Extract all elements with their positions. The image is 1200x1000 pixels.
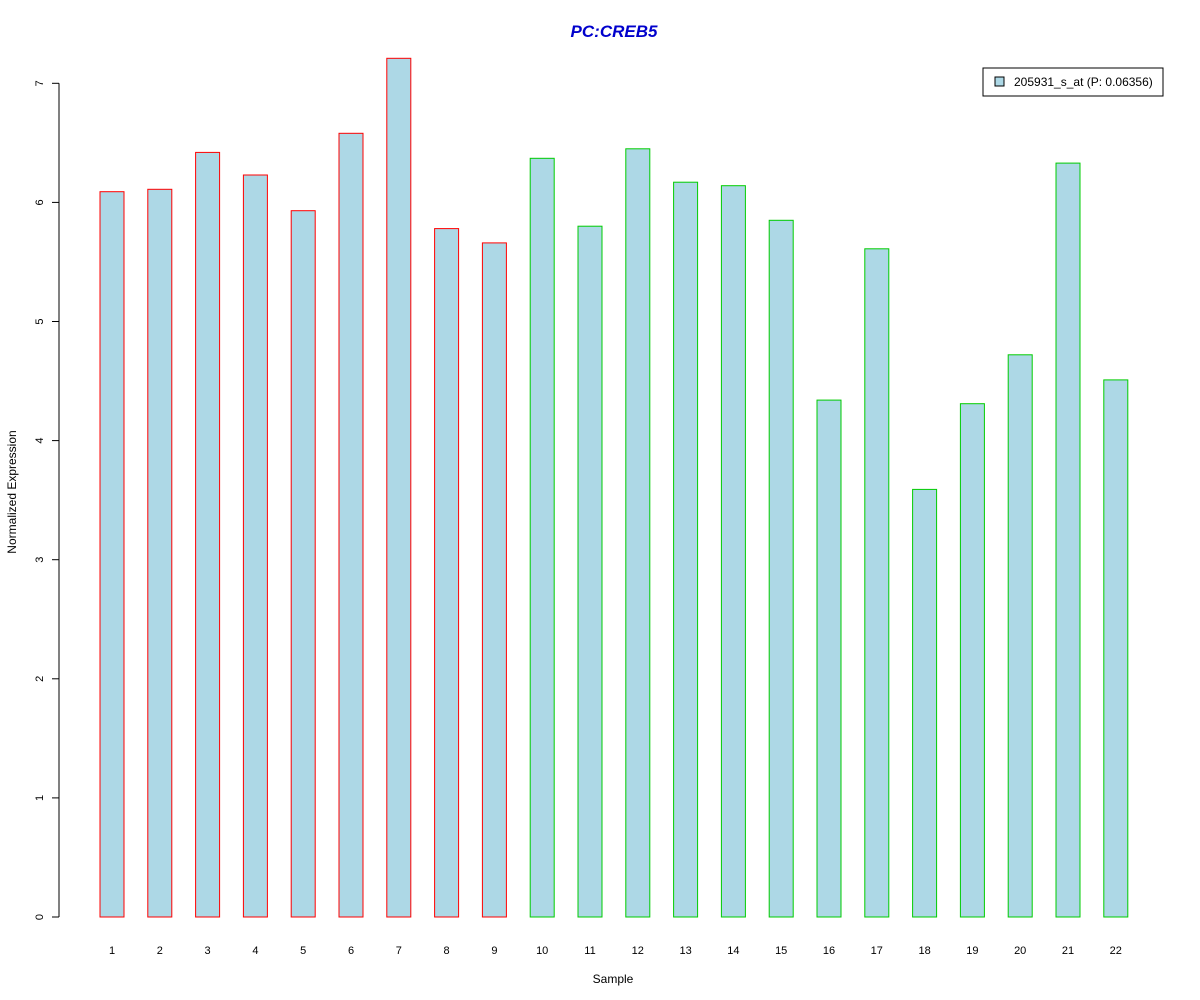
bars-group <box>99 57 1129 918</box>
x-tick-label: 7 <box>396 945 402 957</box>
bar-sample-9 <box>481 242 507 918</box>
x-tick-label: 8 <box>444 945 450 957</box>
bar-sample-12 <box>625 148 651 918</box>
bar-sample-21 <box>1055 162 1081 918</box>
x-tick-label: 2 <box>157 945 163 957</box>
bar-sample-5 <box>290 210 316 918</box>
legend: 205931_s_at (P: 0.06356) <box>982 67 1164 97</box>
bar-sample-15 <box>768 219 794 918</box>
x-tick-label: 9 <box>491 945 497 957</box>
legend-label: 205931_s_at (P: 0.06356) <box>1014 75 1153 89</box>
x-tick-label: 19 <box>966 945 978 957</box>
bar-sample-1 <box>99 191 125 918</box>
y-axis: 0 1 2 3 4 5 6 7 <box>34 80 60 920</box>
x-tick-label: 11 <box>584 945 595 957</box>
x-tick-label: 4 <box>252 945 258 957</box>
x-tick-label: 22 <box>1110 945 1122 957</box>
bar-sample-19 <box>959 403 985 918</box>
y-tick-label: 5 <box>34 318 46 324</box>
x-tick-label: 16 <box>823 945 835 957</box>
bar-sample-13 <box>673 181 699 918</box>
bar-sample-8 <box>434 228 460 918</box>
y-tick-label: 1 <box>34 795 46 801</box>
legend-box <box>982 67 1164 97</box>
bar-sample-4 <box>242 174 268 918</box>
y-tick-label: 7 <box>34 80 46 86</box>
legend-swatch <box>994 76 1005 87</box>
bar-sample-20 <box>1007 354 1033 918</box>
bar-sample-22 <box>1103 379 1129 918</box>
bar-sample-3 <box>195 151 221 918</box>
y-tick-label: 0 <box>34 914 46 920</box>
y-tick-label: 6 <box>34 199 46 205</box>
y-tick-label: 3 <box>34 557 46 563</box>
y-axis-title: Normalized Expression <box>5 430 19 553</box>
x-tick-label: 10 <box>536 945 548 957</box>
x-tick-label: 3 <box>205 945 211 957</box>
chart-title: PC:CREB5 <box>571 22 658 41</box>
x-tick-label: 21 <box>1062 945 1074 957</box>
x-tick-label: 20 <box>1014 945 1026 957</box>
bar-sample-10 <box>529 157 555 918</box>
bar-sample-11 <box>577 225 603 918</box>
bar-sample-7 <box>386 57 412 918</box>
x-tick-labels: 1 2 3 4 5 6 7 8 9 10 11 12 13 14 15 16 17 18 19 20 21 22 <box>109 945 1122 957</box>
x-tick-label: 12 <box>632 945 644 957</box>
x-tick-label: 5 <box>300 945 306 957</box>
x-tick-label: 15 <box>775 945 787 957</box>
x-tick-label: 6 <box>348 945 354 957</box>
bar-sample-17 <box>864 248 890 918</box>
x-tick-label: 14 <box>727 945 739 957</box>
bar-sample-16 <box>816 399 842 918</box>
x-tick-label: 1 <box>109 945 115 957</box>
bar-sample-6 <box>338 132 364 918</box>
x-tick-label: 17 <box>871 945 883 957</box>
x-tick-label: 18 <box>918 945 930 957</box>
y-tick-label: 4 <box>34 438 46 444</box>
bar-sample-14 <box>720 185 746 918</box>
bar-sample-2 <box>147 188 173 918</box>
bar-sample-18 <box>912 488 938 918</box>
x-tick-label: 13 <box>679 945 691 957</box>
x-axis-title: Sample <box>593 972 634 986</box>
y-tick-label: 2 <box>34 676 46 682</box>
